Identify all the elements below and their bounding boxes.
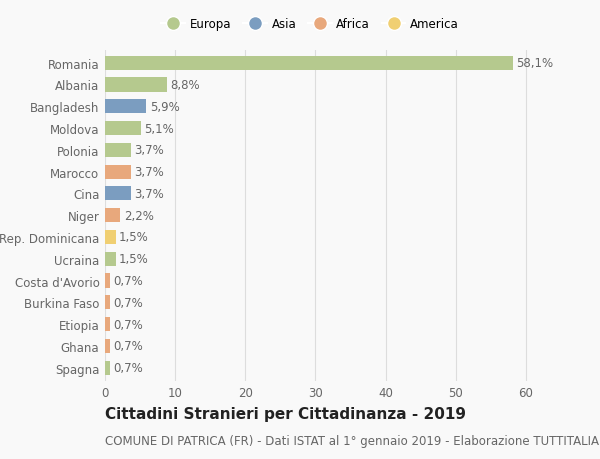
Text: 1,5%: 1,5% — [119, 231, 149, 244]
Text: 1,5%: 1,5% — [119, 253, 149, 266]
Bar — [105, 274, 110, 288]
Text: 0,7%: 0,7% — [113, 361, 143, 375]
Bar — [105, 78, 167, 92]
Text: 3,7%: 3,7% — [134, 188, 164, 201]
Text: 5,1%: 5,1% — [144, 122, 174, 135]
Text: COMUNE DI PATRICA (FR) - Dati ISTAT al 1° gennaio 2019 - Elaborazione TUTTITALIA: COMUNE DI PATRICA (FR) - Dati ISTAT al 1… — [105, 434, 600, 447]
Bar — [105, 165, 131, 179]
Bar — [105, 361, 110, 375]
Text: 3,7%: 3,7% — [134, 144, 164, 157]
Bar — [105, 122, 141, 136]
Text: 3,7%: 3,7% — [134, 166, 164, 179]
Text: 0,7%: 0,7% — [113, 274, 143, 287]
Text: 0,7%: 0,7% — [113, 296, 143, 309]
Text: 58,1%: 58,1% — [516, 57, 553, 70]
Bar — [105, 209, 121, 223]
Bar — [105, 187, 131, 201]
Bar — [105, 100, 146, 114]
Legend: Europa, Asia, Africa, America: Europa, Asia, Africa, America — [157, 13, 464, 36]
Bar — [105, 143, 131, 157]
Text: Cittadini Stranieri per Cittadinanza - 2019: Cittadini Stranieri per Cittadinanza - 2… — [105, 406, 466, 421]
Text: 0,7%: 0,7% — [113, 318, 143, 331]
Bar — [105, 317, 110, 331]
Bar — [105, 339, 110, 353]
Text: 2,2%: 2,2% — [124, 209, 154, 222]
Bar — [105, 252, 116, 266]
Bar — [105, 56, 512, 71]
Text: 8,8%: 8,8% — [170, 79, 200, 92]
Bar — [105, 230, 116, 245]
Bar — [105, 296, 110, 310]
Text: 0,7%: 0,7% — [113, 340, 143, 353]
Text: 5,9%: 5,9% — [150, 101, 179, 113]
